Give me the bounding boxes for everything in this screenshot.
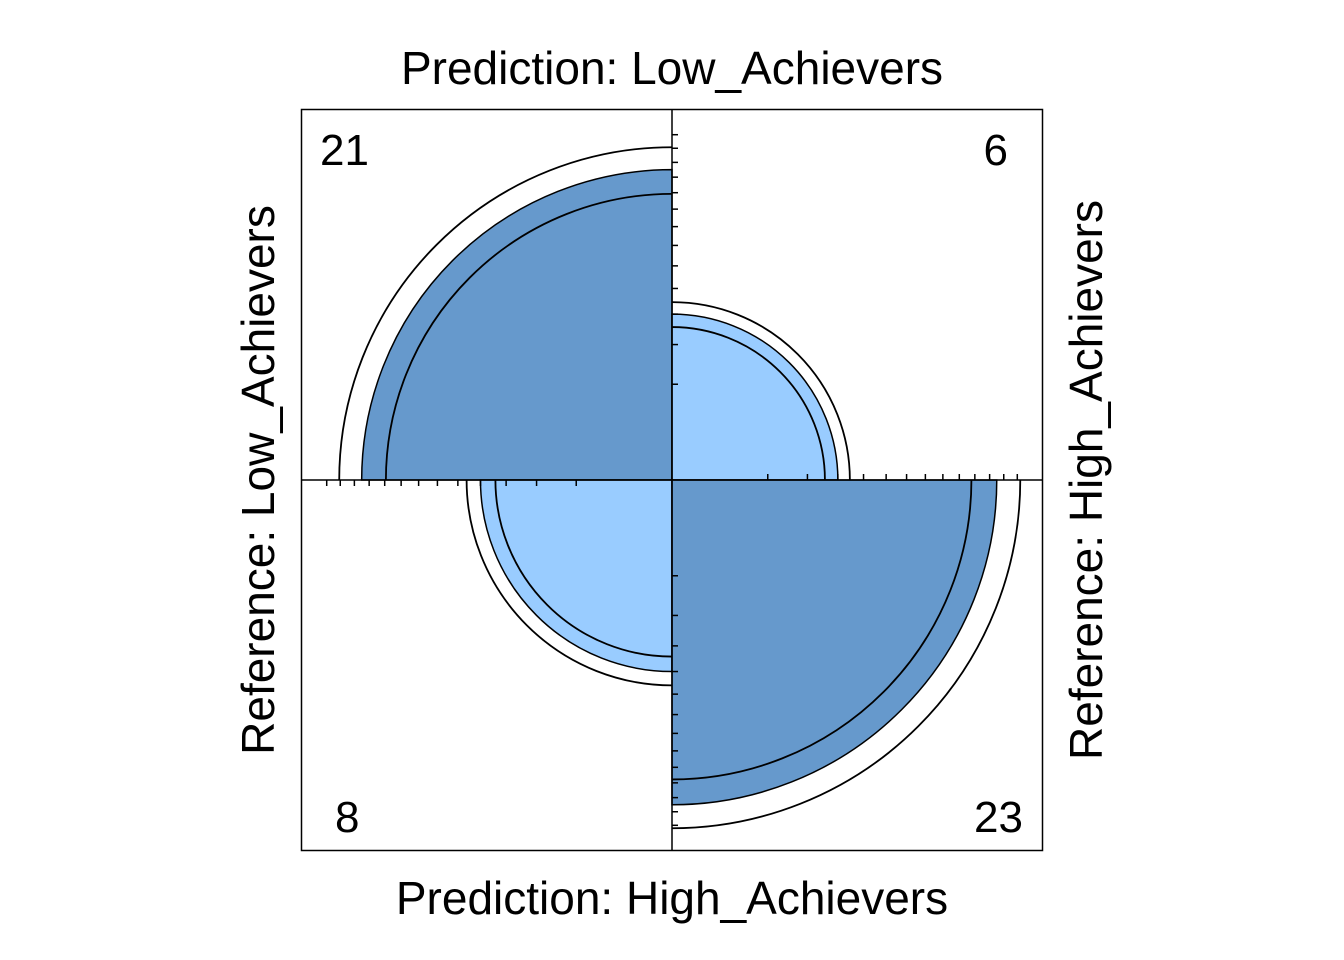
confidence-ring-inner-top-right [671,326,826,481]
confidence-ring-inner-bottom-right [671,479,973,781]
confidence-ring-inner-top-left [384,192,673,481]
quarter-circle-bottom-left [479,479,673,673]
confidence-ring-outer-bottom-left [465,479,673,687]
confidence-ring-outer-top-right [671,301,851,481]
tick-layer [325,133,1019,827]
count-top-right: 6 [984,126,1008,175]
count-bottom-right: 23 [974,793,1023,842]
quadrant-layer [338,146,1022,830]
quarter-circle-bottom-right [671,479,998,806]
bottom-label: Prediction: High_Achievers [396,872,948,924]
quarter-circle-top-left [360,168,673,481]
confidence-ring-inner-bottom-left [494,479,673,658]
confidence-ring-outer-top-left [338,146,673,481]
left-label: Reference: Low_Achievers [232,205,284,755]
quarter-circle-top-right [671,313,839,481]
right-label: Reference: High_Achievers [1060,200,1112,760]
confidence-ring-outer-bottom-right [671,479,1022,830]
count-bottom-left: 8 [335,793,359,842]
top-label: Prediction: Low_Achievers [401,42,943,94]
count-top-left: 21 [320,126,369,175]
